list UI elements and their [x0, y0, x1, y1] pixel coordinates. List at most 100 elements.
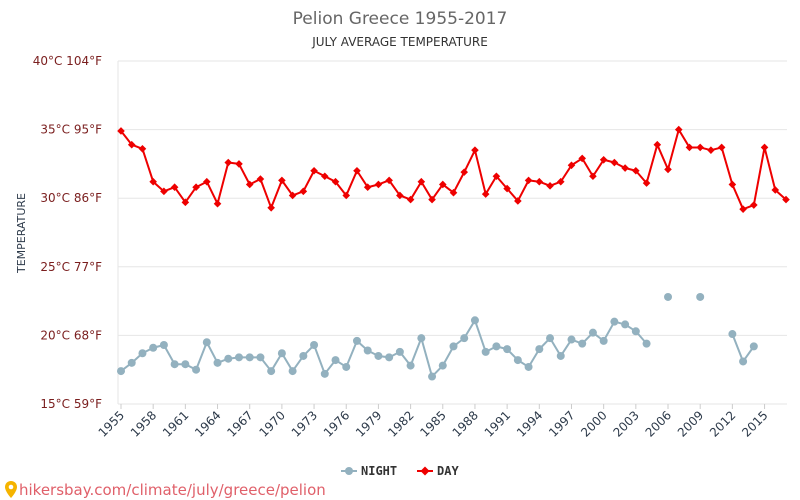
x-tick-label: 1970: [257, 408, 288, 439]
data-point-night: [642, 339, 651, 348]
data-point-day: [524, 176, 533, 185]
data-point-night: [192, 365, 201, 374]
x-tick-label: 1964: [192, 408, 223, 439]
data-point-night: [181, 360, 190, 369]
data-point-day: [438, 180, 447, 189]
data-point-night: [546, 334, 555, 343]
data-point-day: [256, 175, 265, 183]
data-point-night: [728, 330, 737, 339]
data-point-day: [728, 180, 737, 189]
data-point-day: [406, 195, 415, 204]
data-point-night: [320, 369, 329, 378]
y-tick-label: 15°C 59°F: [40, 397, 102, 411]
data-point-day: [192, 183, 200, 192]
data-point-night: [610, 317, 619, 326]
x-tick-label: 1967: [224, 408, 255, 439]
x-tick-label: 2006: [643, 408, 674, 439]
data-point-day: [235, 160, 243, 168]
data-point-night: [567, 335, 576, 344]
data-point-day: [782, 195, 790, 204]
data-point-night: [385, 353, 394, 362]
data-point-day: [707, 146, 715, 154]
data-point-day: [245, 180, 254, 189]
data-point-day: [320, 172, 329, 181]
data-point-day: [213, 199, 222, 208]
data-point-night: [513, 356, 522, 365]
x-tick-label: 1976: [321, 408, 352, 439]
source-link[interactable]: hikersbay.com/climate/july/greece/pelion: [5, 481, 326, 499]
data-point-day: [428, 195, 436, 204]
source-url[interactable]: hikersbay.com/climate/july/greece/pelion: [19, 481, 326, 499]
y-axis-label: TEMPERATURE: [15, 193, 28, 274]
legend-day-marker: [420, 466, 430, 476]
data-point-day: [117, 127, 125, 135]
legend-item-night[interactable]: NIGHT: [341, 464, 397, 478]
data-point-day: [181, 198, 190, 207]
data-point-night: [234, 353, 243, 362]
data-point-night: [556, 351, 565, 360]
y-tick-label: 20°C 68°F: [40, 328, 102, 342]
data-point-night: [428, 372, 437, 381]
data-point-night: [449, 342, 458, 351]
data-point-day: [224, 158, 233, 167]
data-point-day: [674, 125, 683, 134]
data-point-day: [342, 191, 351, 200]
data-point-day: [535, 177, 544, 186]
data-point-day: [374, 180, 383, 189]
data-point-day: [149, 177, 157, 186]
x-tick-label: 1958: [128, 408, 159, 439]
x-tick-label: 1997: [546, 408, 577, 439]
data-point-night: [492, 342, 501, 351]
legend-night-label: NIGHT: [361, 464, 397, 478]
data-point-day: [481, 190, 490, 198]
data-point-night: [406, 361, 415, 370]
data-point-night: [256, 353, 265, 362]
data-point-night: [417, 334, 426, 343]
x-tick-label: 1973: [289, 408, 320, 439]
data-point-day: [750, 201, 758, 209]
data-point-night: [588, 328, 597, 337]
x-tick-label: 1985: [417, 408, 448, 439]
legend-day-label: DAY: [437, 464, 459, 478]
series-night: [117, 292, 758, 381]
data-point-night: [342, 362, 351, 371]
data-point-day: [170, 183, 179, 192]
x-axis-ticks: 1955 1958 1961 1964 1967 1970 1973 1976 1979 1982…: [96, 404, 771, 440]
data-point-night: [149, 343, 158, 352]
data-point-day: [567, 161, 576, 170]
data-point-day: [417, 177, 426, 186]
legend-night-marker: [345, 467, 353, 475]
data-point-day: [331, 177, 340, 186]
x-tick-label: 1991: [482, 408, 513, 439]
data-point-day: [685, 143, 694, 152]
data-point-night: [159, 341, 168, 350]
data-point-day: [203, 177, 211, 186]
chart-title: Pelion Greece 1955-2017: [293, 9, 508, 29]
data-point-day: [160, 187, 168, 196]
legend[interactable]: NIGHT DAY: [341, 464, 459, 478]
data-point-night: [245, 353, 254, 362]
data-point-night: [138, 349, 147, 358]
y-tick-label: 30°C 86°F: [40, 191, 102, 205]
data-point-night: [470, 316, 479, 325]
data-point-day: [471, 146, 479, 154]
x-tick-label: 1961: [160, 408, 191, 439]
data-point-day: [138, 145, 147, 153]
data-point-day: [514, 197, 522, 205]
chart-subtitle: JULY AVERAGE TEMPERATURE: [311, 35, 488, 49]
data-point-night: [481, 347, 490, 356]
data-point-night: [696, 292, 705, 301]
data-point-day: [503, 184, 511, 193]
data-point-day: [127, 140, 136, 149]
x-tick-label: 1955: [96, 408, 127, 439]
data-point-day: [267, 204, 275, 212]
data-point-day: [717, 143, 726, 152]
data-point-day: [610, 158, 619, 167]
data-point-night: [352, 336, 361, 345]
data-point-day: [310, 166, 318, 175]
legend-item-day[interactable]: DAY: [417, 464, 459, 478]
data-point-night: [299, 351, 308, 360]
data-point-night: [460, 334, 469, 343]
data-point-day: [760, 143, 769, 152]
data-point-night: [170, 360, 179, 369]
